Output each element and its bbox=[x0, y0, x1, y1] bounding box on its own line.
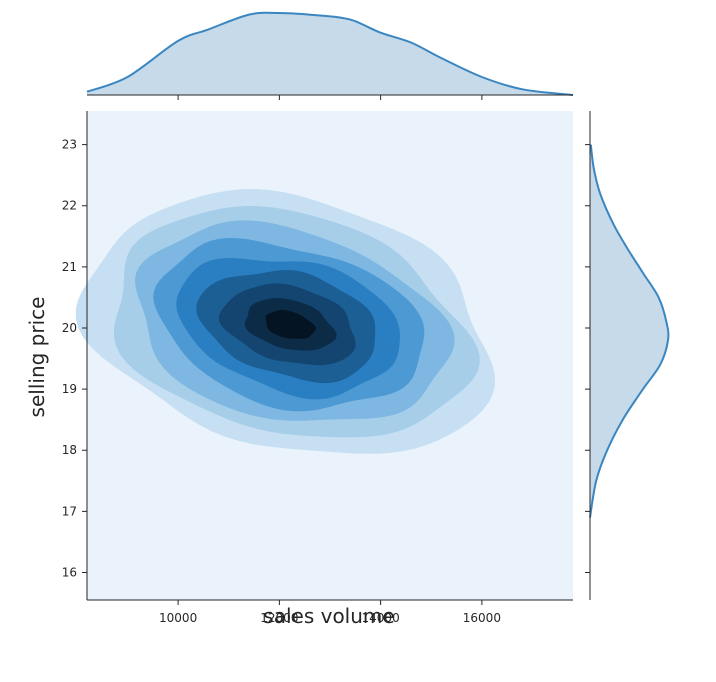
marginal-x-plot bbox=[86, 11, 574, 100]
marginal-y-ticks bbox=[585, 144, 590, 573]
y-axis-label: selling price bbox=[25, 297, 49, 418]
kde-level-9 bbox=[265, 309, 316, 339]
x-tick-label: 16000 bbox=[463, 611, 501, 625]
x-tick-label: 14000 bbox=[362, 611, 400, 625]
y-tick-label: 17 bbox=[62, 504, 77, 518]
x-tick-label: 12000 bbox=[260, 611, 298, 625]
marginal-y-density-fill bbox=[590, 144, 669, 518]
y-axis-ticks: 16 17 18 19 20 21 22 23 bbox=[62, 138, 87, 579]
y-tick-label: 18 bbox=[62, 443, 77, 457]
marginal-y-density-line bbox=[589, 144, 670, 518]
y-tick-label: 21 bbox=[62, 260, 77, 274]
y-tick-label: 20 bbox=[62, 321, 77, 335]
marginal-x-density-line bbox=[86, 11, 574, 96]
y-tick-label: 19 bbox=[62, 382, 77, 396]
x-axis-label: sales volume bbox=[263, 604, 394, 628]
joint-plot: 10000 12000 14000 16000 16 17 18 19 20 21 22 23 bbox=[62, 111, 573, 625]
y-tick-label: 16 bbox=[62, 565, 77, 579]
marginal-y-plot bbox=[585, 111, 670, 600]
marginal-x-density-fill bbox=[87, 12, 573, 96]
y-tick-label: 22 bbox=[62, 199, 77, 213]
y-tick-label: 23 bbox=[62, 138, 77, 152]
x-axis-ticks: 10000 12000 14000 16000 bbox=[159, 600, 501, 625]
marginal-x-ticks bbox=[177, 95, 483, 100]
kde-contour-levels bbox=[75, 189, 495, 454]
x-tick-label: 10000 bbox=[159, 611, 197, 625]
